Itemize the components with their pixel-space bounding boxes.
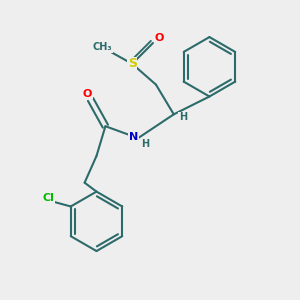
Text: H: H xyxy=(178,112,187,122)
Text: O: O xyxy=(154,33,164,43)
Text: CH₃: CH₃ xyxy=(93,43,112,52)
Text: Cl: Cl xyxy=(43,194,54,203)
Text: H: H xyxy=(142,139,150,149)
Text: O: O xyxy=(83,88,92,98)
Text: S: S xyxy=(128,57,137,70)
Text: N: N xyxy=(129,132,138,142)
